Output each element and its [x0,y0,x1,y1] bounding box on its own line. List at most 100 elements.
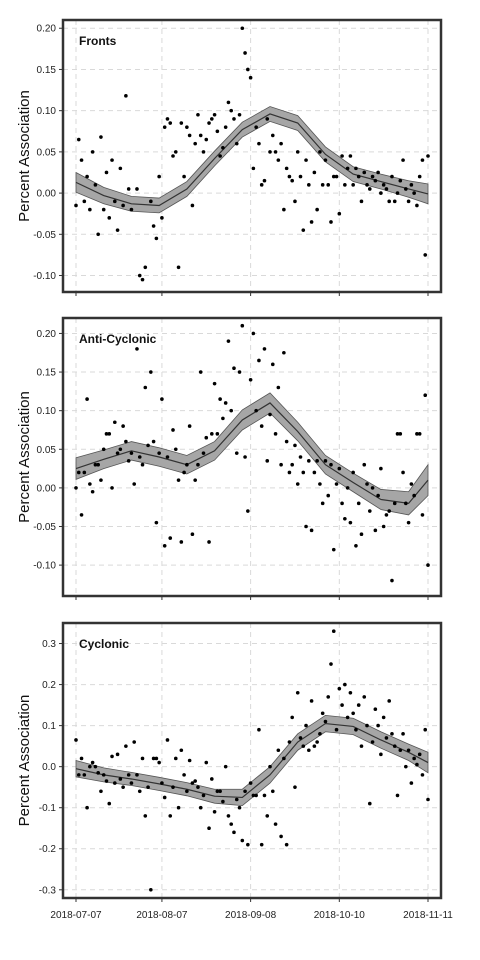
y-tick-label: 0.20 [37,329,57,340]
data-point [113,199,117,204]
chart-panel-1: -0.10 -0.05 0.00 0.05 0.10 0.15 0.20 Percent As… [16,18,443,296]
data-point [326,493,331,498]
data-point [218,397,222,401]
data-point [351,183,355,187]
data-point [337,686,342,691]
data-point [404,501,408,506]
data-point [290,462,294,467]
data-point [154,756,159,761]
data-point [326,695,331,699]
data-point [282,756,286,761]
data-point [331,174,336,179]
data-point [401,470,405,475]
data-point [273,150,278,154]
data-point [390,174,394,179]
panel-frame [61,316,443,598]
data-point [221,416,225,421]
y-axis-label: Percent Association [16,90,33,222]
data-point [243,51,247,55]
data-point [417,432,422,436]
data-point [298,736,303,740]
data-point [90,150,95,154]
data-point [104,170,109,175]
data-point [331,629,336,634]
data-point [381,524,386,529]
y-tick-label: 0.3 [42,639,56,650]
data-point [176,265,181,270]
data-point [215,432,220,436]
confidence-ribbon [75,714,429,807]
smooth-line [75,722,429,799]
data-point [379,752,383,757]
data-point [79,158,84,162]
data-point [248,781,253,785]
data-point [387,699,391,703]
data-point [165,455,170,459]
data-point [345,486,350,490]
data-point [107,801,112,806]
data-point [76,137,81,142]
data-point [146,785,150,789]
data-point [88,764,92,769]
data-point [74,203,78,208]
data-point [179,121,184,125]
data-point [334,727,339,732]
data-point [259,183,264,187]
data-point [348,690,353,695]
data-point [76,773,81,777]
data-point [367,509,372,513]
data-point [90,489,95,494]
data-point [101,773,106,777]
data-point [362,462,367,467]
data-point [312,170,317,175]
data-point [168,121,173,125]
data-point [406,199,411,204]
data-point [137,455,142,459]
chart-panel-3: -0.3 -0.2 -0.1 0.0 0.1 0.2 0.3 2018-07-07 2018-0… [16,621,453,921]
y-tick-label: -0.05 [33,230,56,241]
data-point [110,486,114,490]
panel-title: Anti-Cyclonic [79,332,157,346]
data-point [401,158,405,162]
y-tick-label: 0.05 [37,147,57,158]
y-axis-label: Percent Association [16,391,33,523]
data-point [223,125,228,129]
data-point [165,117,170,121]
data-point [149,370,153,374]
data-point [232,366,236,370]
data-point [340,703,344,707]
data-point [187,758,192,763]
data-point [323,158,328,162]
data-point [251,793,256,798]
data-point [121,203,125,208]
data-point [190,781,195,785]
data-point [329,662,333,666]
data-point [381,715,386,720]
data-point [323,719,328,724]
data-point [157,174,161,179]
data-point [140,277,145,282]
data-point [82,470,87,475]
data-point [329,220,333,224]
data-point [85,174,89,179]
data-point [173,756,178,761]
data-point [173,447,178,452]
data-point [276,748,281,753]
data-point [226,100,231,105]
data-point [187,424,192,428]
data-point [367,801,372,806]
data-point [331,547,336,552]
data-point [168,814,173,818]
data-point [96,771,100,775]
data-point [240,26,245,31]
data-point [129,207,134,212]
data-point [196,785,200,789]
panel-frame [61,18,443,294]
data-point [262,178,267,183]
data-point [320,711,325,716]
data-point [110,754,114,759]
data-point [124,439,128,444]
data-point [246,509,250,513]
data-point [107,216,112,220]
data-point [93,183,98,187]
